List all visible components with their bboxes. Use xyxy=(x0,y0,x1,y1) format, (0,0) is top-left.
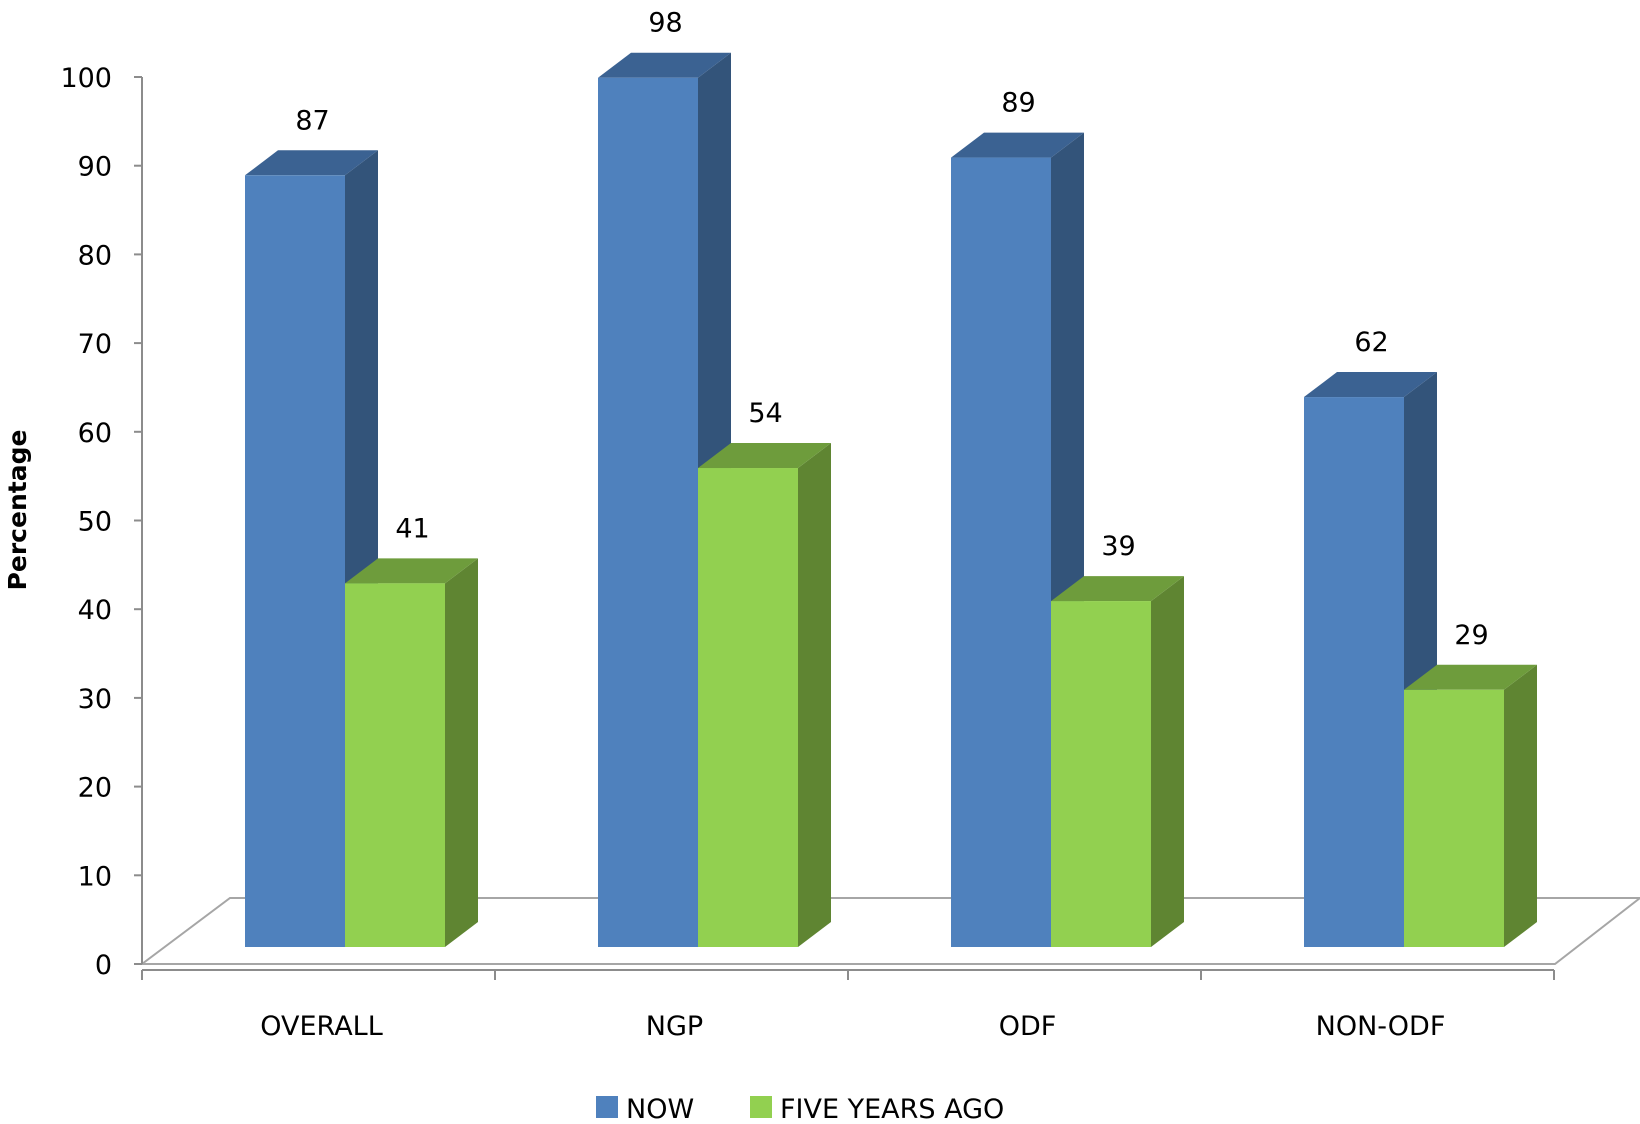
bar-top xyxy=(1051,576,1184,602)
data-label: 29 xyxy=(1454,620,1488,651)
data-label: 89 xyxy=(1001,88,1035,119)
legend-item: NOW xyxy=(596,1094,694,1124)
y-tick-label: 10 xyxy=(78,861,112,892)
bar-front xyxy=(1404,689,1504,947)
bar-top xyxy=(1304,372,1437,398)
data-label: 41 xyxy=(395,513,429,544)
bar-top xyxy=(1404,664,1537,690)
y-tick-label: 50 xyxy=(78,507,112,538)
bar xyxy=(1051,576,1184,947)
bar-front xyxy=(1051,601,1151,947)
y-tick-label: 80 xyxy=(78,240,112,271)
y-axis: 0 10 20 30 40 50 60 70 80 90 100 xyxy=(60,63,143,981)
bars xyxy=(245,52,1537,948)
y-tick-label: 70 xyxy=(78,329,112,360)
floor-outline xyxy=(139,897,1640,965)
y-tick-label: 30 xyxy=(78,684,112,715)
y-tick-label: 40 xyxy=(78,595,112,626)
bar-front xyxy=(951,157,1051,947)
bar-top xyxy=(951,132,1084,158)
bar-top xyxy=(698,443,831,469)
bar xyxy=(1404,664,1537,947)
x-tick-label: NGP xyxy=(646,1011,703,1042)
legend: NOW FIVE YEARS AGO xyxy=(596,1094,1004,1124)
x-tick-label: OVERALL xyxy=(260,1011,383,1042)
bar-front xyxy=(245,175,345,947)
bar xyxy=(1304,372,1437,947)
chart-floor xyxy=(139,897,1640,965)
bar-front xyxy=(345,583,445,947)
bar-top xyxy=(345,558,478,584)
x-axis: OVERALL NGP ODF NON-ODF xyxy=(141,969,1555,1042)
data-label: 54 xyxy=(748,398,782,429)
bar xyxy=(951,132,1084,947)
y-axis-title: Percentage xyxy=(3,430,32,591)
y-tick-label: 60 xyxy=(78,418,112,449)
bar-side xyxy=(1504,664,1537,947)
y-tick-label: 90 xyxy=(78,152,112,183)
bar-front xyxy=(698,468,798,947)
legend-item: FIVE YEARS AGO xyxy=(750,1094,1004,1124)
bar-side xyxy=(1151,576,1184,947)
data-label: 98 xyxy=(648,8,682,39)
legend-swatch xyxy=(750,1096,772,1118)
bar-side xyxy=(798,443,831,947)
data-label: 39 xyxy=(1101,531,1135,562)
y-tick-label: 100 xyxy=(60,63,112,94)
x-tick-label: NON-ODF xyxy=(1316,1011,1446,1042)
bar-front xyxy=(598,77,698,948)
bar-front xyxy=(1304,397,1404,947)
legend-label: FIVE YEARS AGO xyxy=(780,1094,1004,1124)
bar-side xyxy=(445,558,478,947)
bar xyxy=(345,558,478,947)
legend-label: NOW xyxy=(626,1094,694,1124)
legend-swatch xyxy=(596,1096,618,1118)
data-labels: 87 41 98 54 89 39 62 29 xyxy=(295,8,1488,651)
x-tick-label: ODF xyxy=(999,1011,1057,1042)
bar-top xyxy=(245,150,378,176)
y-tick-label: 0 xyxy=(95,950,112,981)
data-label: 62 xyxy=(1354,327,1388,358)
bar-top xyxy=(598,52,731,78)
y-tick-label: 20 xyxy=(78,773,112,804)
data-label: 87 xyxy=(295,105,329,136)
bar xyxy=(698,443,831,947)
